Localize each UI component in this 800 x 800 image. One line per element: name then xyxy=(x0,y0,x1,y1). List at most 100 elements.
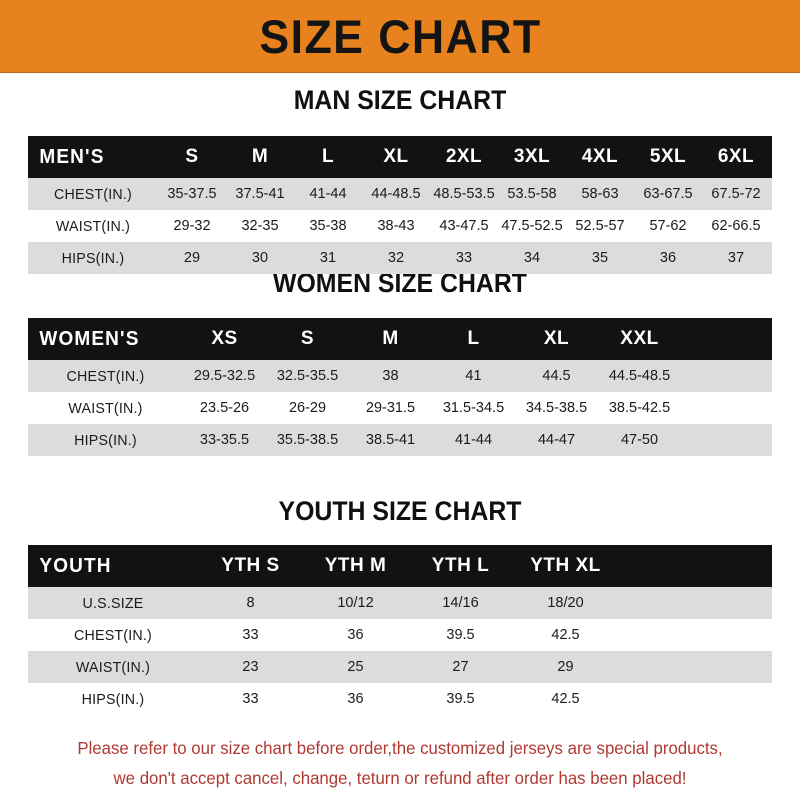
table-row: HIPS(IN.) 33 36 39.5 42.5 xyxy=(28,683,772,715)
table-row: HIPS(IN.) 33-35.5 35.5-38.5 38.5-41 41-44 44-… xyxy=(28,424,772,456)
table-cell: 53.5-58 xyxy=(507,186,557,202)
table-cell: 34.5-38.5 xyxy=(525,400,588,416)
table-cell: 33-35.5 xyxy=(199,432,250,448)
table-header-size: YTH L xyxy=(431,555,490,576)
section-title-man: MAN SIZE CHART xyxy=(293,85,507,115)
table-cell: 38-43 xyxy=(377,218,415,234)
table-header-row: WOMEN'S XS S M L XL XXL xyxy=(28,318,772,360)
table-header-size: L xyxy=(467,328,480,349)
footer-note-line-2: we don't accept cancel, change, teturn o… xyxy=(113,768,687,788)
table-cell: 37 xyxy=(727,250,745,266)
table-cell: 38.5-41 xyxy=(365,432,416,448)
table-cell: 39.5 xyxy=(446,627,475,643)
table-header-size: XS xyxy=(211,328,238,349)
table-header-label: MEN'S xyxy=(39,145,105,168)
table-cell: 23 xyxy=(242,659,259,675)
table-cell: 35 xyxy=(591,250,609,266)
table-cell: 41 xyxy=(465,368,482,384)
table-cell: 58-63 xyxy=(581,186,619,202)
table-cell: 37.5-41 xyxy=(235,186,285,202)
section-title-youth: YOUTH SIZE CHART xyxy=(278,496,522,526)
table-cell: 52.5-57 xyxy=(575,218,625,234)
table-cell: 57-62 xyxy=(649,218,687,234)
table-cell: 35-37.5 xyxy=(167,186,217,202)
table-row-label: HIPS(IN.) xyxy=(61,249,125,267)
table-cell: 47.5-52.5 xyxy=(501,218,563,234)
table-cell: 44-47 xyxy=(537,432,576,448)
table-cell: 67.5-72 xyxy=(711,186,761,202)
footer-note-line-1: Please refer to our size chart before or… xyxy=(77,738,723,758)
table-row: WAIST(IN.) 23.5-26 26-29 29-31.5 31.5-34.5 34… xyxy=(28,392,772,424)
size-table-women: WOMEN'S XS S M L XL XXL CHEST(IN.) 29.5-32.5 32.5… xyxy=(28,318,772,456)
table-row-label: CHEST(IN.) xyxy=(54,185,132,203)
table-header-size: YTH XL xyxy=(530,555,601,576)
table-cell: 32.5-35.5 xyxy=(276,368,339,384)
table-row: CHEST(IN.) 35-37.5 37.5-41 41-44 44-48.5 48.5… xyxy=(28,178,772,210)
table-header-size: M xyxy=(382,328,399,349)
table-cell: 32-35 xyxy=(241,218,279,234)
table-cell: 39.5 xyxy=(446,691,475,707)
table-cell: 32 xyxy=(387,250,405,266)
banner: SIZE CHART xyxy=(0,0,800,73)
table-header-row: MEN'S S M L XL 2XL 3XL 4XL 5XL 6XL xyxy=(28,136,772,178)
table-row-label: WAIST(IN.) xyxy=(55,217,131,235)
table-cell: 42.5 xyxy=(551,691,580,707)
table-header-size: XL xyxy=(543,328,570,349)
table-cell: 29 xyxy=(557,659,574,675)
table-cell: 31.5-34.5 xyxy=(442,400,505,416)
table-cell: 14/16 xyxy=(442,595,479,611)
table-header-size: M xyxy=(251,146,269,167)
table-row-label: CHEST(IN.) xyxy=(66,367,145,385)
table-cell: 38.5-42.5 xyxy=(608,400,671,416)
table-cell: 34 xyxy=(523,250,541,266)
table-cell: 27 xyxy=(452,659,469,675)
table-cell: 29.5-32.5 xyxy=(193,368,256,384)
table-row-label: U.S.SIZE xyxy=(82,594,144,612)
table-cell: 33 xyxy=(455,250,473,266)
table-cell: 18/20 xyxy=(547,595,584,611)
table-row: WAIST(IN.) 29-32 32-35 35-38 38-43 43-47.5 47.… xyxy=(28,210,772,242)
table-cell: 25 xyxy=(347,659,364,675)
table-cell: 38 xyxy=(382,368,399,384)
table-cell: 30 xyxy=(251,250,269,266)
table-cell: 35-38 xyxy=(309,218,347,234)
table-cell: 44.5 xyxy=(542,368,571,384)
table-header-row: YOUTH YTH S YTH M YTH L YTH XL xyxy=(28,545,772,587)
table-row-label: WAIST(IN.) xyxy=(75,658,151,676)
table-cell: 29-31.5 xyxy=(365,400,416,416)
size-table-man: MEN'S S M L XL 2XL 3XL 4XL 5XL 6XL CHEST(IN.) 35-37… xyxy=(28,136,772,274)
table-cell: 33 xyxy=(242,691,259,707)
table-header-size: L xyxy=(321,146,335,167)
table-header-size: S xyxy=(300,328,315,349)
table-cell: 36 xyxy=(347,627,364,643)
table-cell: 33 xyxy=(242,627,259,643)
table-cell: 43-47.5 xyxy=(439,218,489,234)
table-cell: 48.5-53.5 xyxy=(433,186,495,202)
table-cell: 29-32 xyxy=(173,218,211,234)
table-header-label: WOMEN'S xyxy=(39,327,140,350)
table-cell: 62-66.5 xyxy=(711,218,761,234)
table-row: CHEST(IN.) 33 36 39.5 42.5 xyxy=(28,619,772,651)
table-cell: 47-50 xyxy=(620,432,659,448)
table-header-size: 3XL xyxy=(513,146,551,167)
table-cell: 29 xyxy=(183,250,201,266)
table-header-size: YTH M xyxy=(324,555,387,576)
table-cell: 44-48.5 xyxy=(371,186,421,202)
table-cell: 8 xyxy=(246,595,255,611)
size-table-youth: YOUTH YTH S YTH M YTH L YTH XL U.S.SIZE 8 10/12… xyxy=(28,545,772,715)
table-row-label: WAIST(IN.) xyxy=(68,399,143,417)
table-row-label: HIPS(IN.) xyxy=(74,431,137,449)
table-cell: 42.5 xyxy=(551,627,580,643)
table-header-label: YOUTH xyxy=(39,554,112,577)
table-cell: 63-67.5 xyxy=(643,186,693,202)
table-row: WAIST(IN.) 23 25 27 29 xyxy=(28,651,772,683)
table-header-size: 4XL xyxy=(581,146,619,167)
table-cell: 10/12 xyxy=(337,595,374,611)
table-header-size: 5XL xyxy=(649,146,687,167)
table-cell: 31 xyxy=(319,250,337,266)
table-header-size: XL xyxy=(383,146,409,167)
footer-note: Please refer to our size chart before or… xyxy=(16,733,784,793)
table-cell: 23.5-26 xyxy=(199,400,250,416)
table-cell: 36 xyxy=(347,691,364,707)
table-cell: 41-44 xyxy=(454,432,493,448)
